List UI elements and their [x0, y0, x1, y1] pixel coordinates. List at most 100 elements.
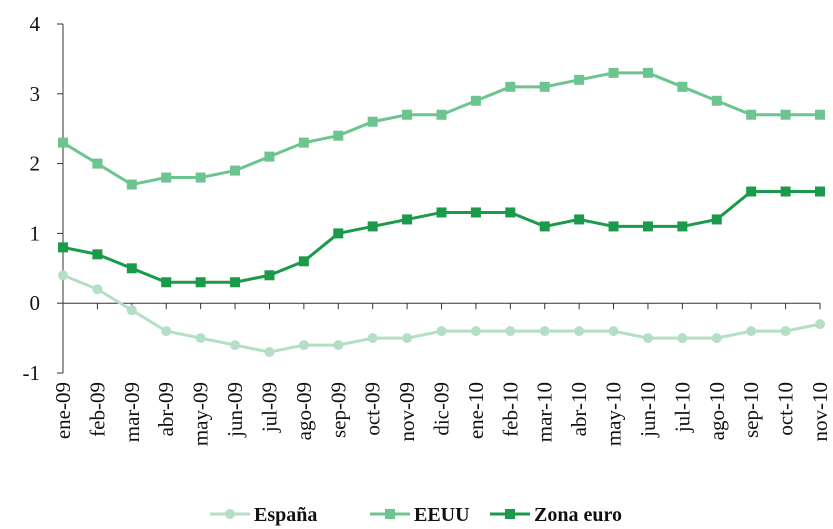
point — [298, 256, 309, 267]
point — [264, 347, 275, 358]
legend-marker — [505, 509, 515, 519]
point — [126, 179, 137, 190]
point — [92, 284, 103, 295]
point — [264, 270, 275, 281]
point — [298, 137, 309, 148]
point — [470, 95, 481, 106]
point — [195, 333, 206, 344]
point — [58, 270, 68, 281]
series-line — [62, 71, 820, 187]
point — [402, 214, 413, 225]
point — [677, 333, 688, 344]
point — [92, 249, 103, 260]
point — [126, 263, 137, 274]
point — [126, 305, 137, 316]
point — [815, 109, 825, 120]
x-tick-label: jul-09 — [257, 382, 281, 433]
x-tick-label: ene-10 — [464, 382, 488, 439]
x-tick-label: sep-09 — [326, 382, 350, 438]
point — [58, 242, 68, 253]
series-line — [62, 273, 821, 354]
x-tick-label: may-10 — [602, 382, 626, 446]
point — [505, 81, 516, 92]
point — [230, 277, 241, 288]
x-tick-label: abr-10 — [567, 382, 591, 436]
x-tick-label: sep-10 — [739, 382, 763, 438]
point — [539, 221, 550, 232]
y-tick-label: -1 — [23, 361, 41, 385]
x-tick-label: mar-09 — [120, 382, 144, 442]
point — [195, 172, 206, 183]
x-tick-label: dic-09 — [430, 382, 454, 436]
point — [333, 340, 344, 351]
point — [608, 221, 619, 232]
point — [470, 326, 481, 337]
point — [230, 165, 241, 176]
point — [780, 109, 791, 120]
point — [333, 130, 344, 141]
point — [505, 207, 516, 218]
point — [815, 319, 825, 330]
point — [367, 333, 378, 344]
point — [746, 109, 757, 120]
x-tick-label: nov-10 — [808, 382, 832, 442]
y-tick-label: 3 — [30, 82, 41, 106]
point — [746, 326, 757, 337]
point — [711, 95, 722, 106]
point — [746, 186, 757, 197]
point — [539, 81, 550, 92]
point — [574, 74, 585, 85]
point — [780, 326, 791, 337]
point — [195, 277, 206, 288]
x-tick-label: may-09 — [189, 382, 213, 446]
point — [815, 186, 825, 197]
point — [161, 277, 172, 288]
point — [470, 207, 481, 218]
point — [608, 326, 619, 337]
point — [677, 81, 688, 92]
x-tick-label: abr-09 — [154, 382, 178, 436]
point — [642, 333, 653, 344]
legend-label: Zona euro — [534, 504, 622, 526]
point — [642, 221, 653, 232]
x-tick-label: feb-10 — [498, 382, 522, 437]
point — [642, 67, 653, 78]
x-tick-label: jun-10 — [636, 382, 660, 438]
legend-marker — [225, 509, 235, 519]
point — [402, 333, 413, 344]
point — [264, 151, 275, 162]
x-tick-label: jul-10 — [670, 382, 694, 433]
x-tick-label: oct-10 — [774, 382, 798, 436]
x-tick-label: feb-09 — [85, 382, 109, 437]
point — [574, 214, 585, 225]
point — [677, 221, 688, 232]
y-tick-label: 1 — [30, 221, 41, 245]
y-tick-label: 0 — [30, 291, 41, 315]
x-tick-label: jun-09 — [223, 382, 247, 438]
point — [711, 333, 722, 344]
point — [367, 116, 378, 127]
point — [333, 228, 344, 239]
series-line — [62, 190, 820, 284]
legend-label: España — [254, 504, 317, 526]
legend-marker — [385, 509, 395, 519]
point — [58, 137, 68, 148]
point — [711, 214, 722, 225]
point — [436, 207, 447, 218]
point — [298, 340, 309, 351]
x-tick-label: oct-09 — [361, 382, 385, 436]
x-tick-label: ago-09 — [292, 382, 316, 440]
point — [505, 326, 516, 337]
x-tick-label: ago-10 — [705, 382, 729, 440]
y-tick-label: 2 — [30, 152, 41, 176]
y-tick-label: 4 — [30, 12, 41, 36]
point — [574, 326, 585, 337]
point — [92, 158, 103, 169]
point — [367, 221, 378, 232]
point — [161, 172, 172, 183]
point — [161, 326, 172, 337]
point — [436, 326, 447, 337]
point — [230, 340, 241, 351]
x-tick-label: mar-10 — [533, 382, 557, 442]
